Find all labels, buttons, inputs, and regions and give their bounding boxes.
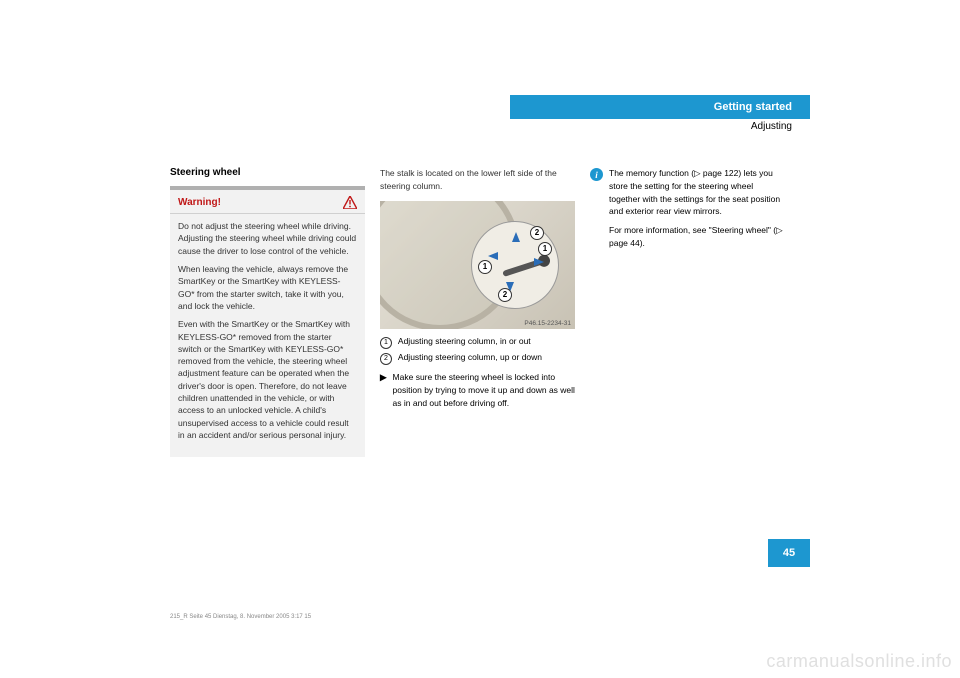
arrow-right-icon: [534, 258, 544, 266]
steering-column-figure: 1 2 1 2 P46.15-2234-31: [380, 201, 575, 329]
warning-paragraph: Do not adjust the steering wheel while d…: [178, 220, 357, 257]
intro-text: The stalk is located on the lower left s…: [380, 167, 575, 193]
warning-box: Warning! Do not adjust the steering whee…: [170, 186, 365, 457]
warning-paragraph: When leaving the vehicle, always remove …: [178, 263, 357, 312]
callout-2: 2: [530, 226, 544, 240]
step-bullet-icon: ▶: [380, 371, 387, 409]
warning-title: Warning!: [178, 197, 221, 208]
steering-wheel-heading: Steering wheel: [170, 167, 365, 178]
legend-item: 2 Adjusting steering column, up or down: [380, 351, 575, 365]
lever-inset: 1 2 1 2: [471, 221, 559, 309]
warning-body: Do not adjust the steering wheel while d…: [170, 214, 365, 457]
info-icon: i: [590, 168, 603, 181]
figure-code: P46.15-2234-31: [524, 320, 571, 327]
page-number: 45: [768, 539, 810, 567]
instruction-step: ▶ Make sure the steering wheel is locked…: [380, 371, 575, 409]
legend-text: Adjusting steering column, up or down: [398, 352, 542, 362]
section-header: Getting started: [510, 95, 810, 119]
manual-page: Getting started Adjusting Steering wheel…: [170, 95, 800, 585]
legend-num-1: 1: [380, 337, 392, 349]
arrow-left-icon: [488, 252, 498, 260]
info-paragraph: For more information, see "Steering whee…: [609, 224, 785, 250]
callout-1: 1: [478, 260, 492, 274]
info-block: i The memory function (▷ page 122) lets …: [590, 167, 785, 256]
step-text: Make sure the steering wheel is locked i…: [393, 371, 575, 409]
footer-meta: 215_R Seite 45 Dienstag, 8. November 200…: [170, 614, 311, 620]
info-paragraph: The memory function (▷ page 122) lets yo…: [609, 167, 785, 218]
warning-header: Warning!: [170, 190, 365, 214]
column-1: Steering wheel Warning! Do not adjust th…: [170, 167, 365, 457]
section-title: Getting started: [714, 101, 792, 113]
info-text: The memory function (▷ page 122) lets yo…: [609, 167, 785, 256]
subsection-title: Adjusting: [751, 121, 810, 132]
callout-2: 2: [498, 288, 512, 302]
callout-1: 1: [538, 242, 552, 256]
warning-triangle-icon: [343, 196, 357, 209]
column-3: i The memory function (▷ page 122) lets …: [590, 167, 785, 256]
column-2: The stalk is located on the lower left s…: [380, 167, 575, 409]
watermark: carmanualsonline.info: [766, 651, 952, 672]
warning-paragraph: Even with the SmartKey or the SmartKey w…: [178, 318, 357, 441]
legend-num-2: 2: [380, 353, 392, 365]
legend-item: 1 Adjusting steering column, in or out: [380, 335, 575, 349]
arrow-up-icon: [512, 232, 520, 242]
legend-text: Adjusting steering column, in or out: [398, 336, 531, 346]
